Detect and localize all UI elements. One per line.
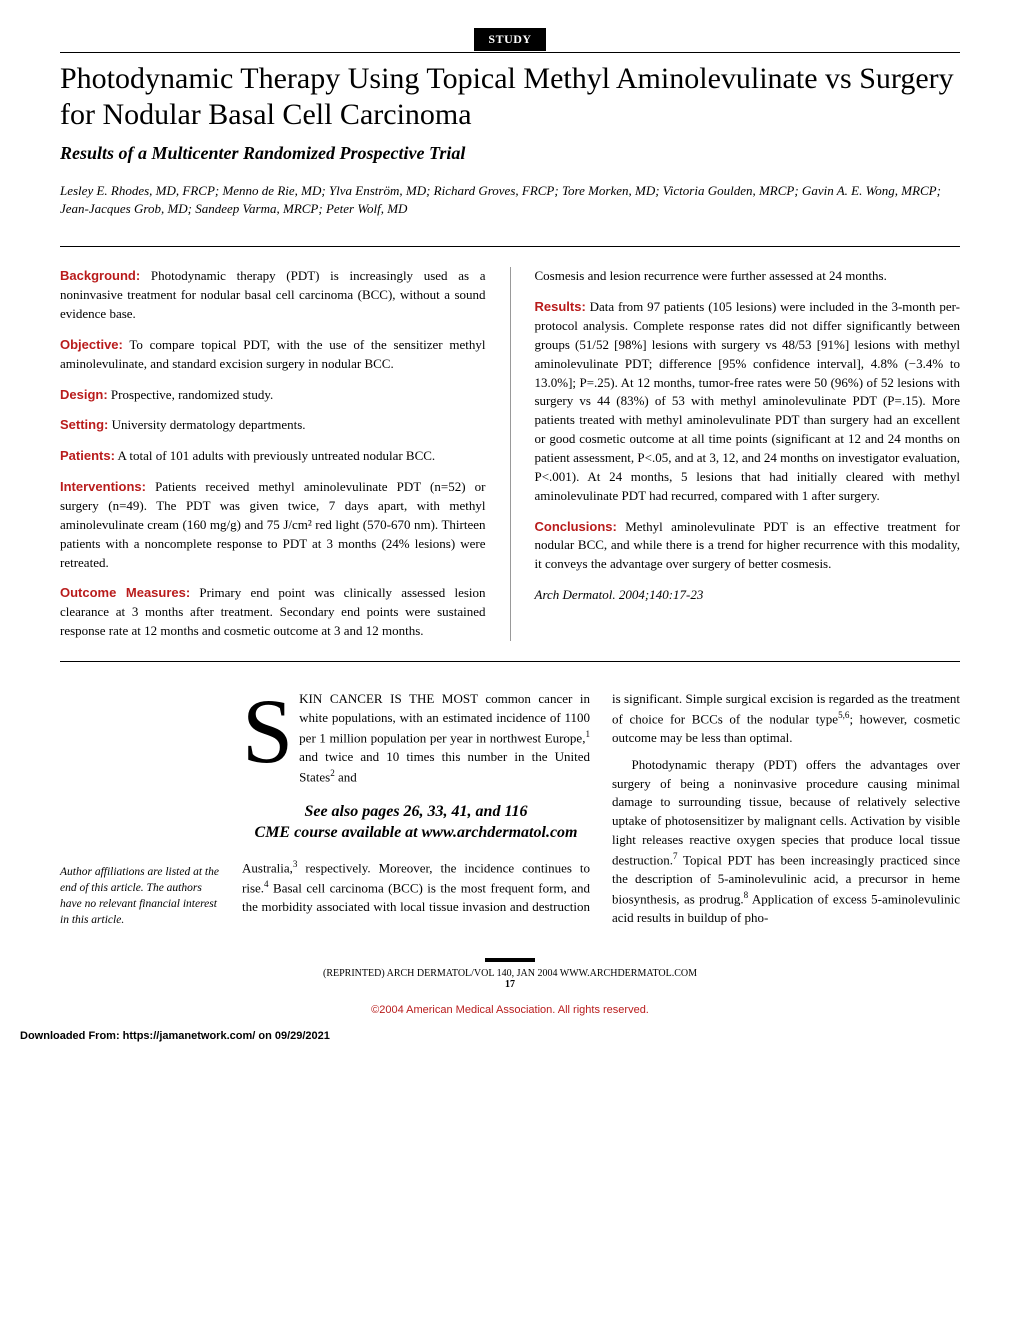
label-objective: Objective: xyxy=(60,337,123,352)
label-patients: Patients: xyxy=(60,448,115,463)
body-p2a: Australia, xyxy=(242,860,293,875)
body-p1a: KIN CANCER IS THE MOST common cancer in … xyxy=(299,691,590,745)
article-subtitle: Results of a Multicenter Randomized Pros… xyxy=(60,143,960,164)
page-number: 17 xyxy=(60,979,960,990)
footer-rule xyxy=(485,958,535,962)
author-list: Lesley E. Rhodes, MD, FRCP; Menno de Rie… xyxy=(60,182,960,218)
see-also-callout: See also pages 26, 33, 41, and 116 CME c… xyxy=(242,801,590,844)
label-setting: Setting: xyxy=(60,417,108,432)
abstract-divider xyxy=(510,267,511,641)
abstract-box: Background: Photodynamic therapy (PDT) i… xyxy=(60,246,960,662)
label-design: Design: xyxy=(60,387,108,402)
abstract-background: Background: Photodynamic therapy (PDT) i… xyxy=(60,267,486,324)
copyright-notice: ©2004 American Medical Association. All … xyxy=(60,1004,960,1016)
ref-1: 1 xyxy=(585,729,590,739)
abstract-outcome: Outcome Measures: Primary end point was … xyxy=(60,584,486,641)
abstract-objective: Objective: To compare topical PDT, with … xyxy=(60,336,486,374)
page-footer: (REPRINTED) ARCH DERMATOL/VOL 140, JAN 2… xyxy=(60,958,960,990)
body-p4: Photodynamic therapy (PDT) offers the ad… xyxy=(612,756,960,928)
label-results: Results: xyxy=(535,299,586,314)
abstract-patients: Patients: A total of 101 adults with pre… xyxy=(60,447,486,466)
ref-56: 5,6 xyxy=(838,710,849,720)
body-p1c: and xyxy=(335,769,357,784)
abstract-design: Design: Prospective, randomized study. xyxy=(60,386,486,405)
abstract-cosmesis: Cosmesis and lesion recurrence were furt… xyxy=(535,267,961,286)
abstract-col-left: Background: Photodynamic therapy (PDT) i… xyxy=(60,267,486,641)
label-outcome: Outcome Measures: xyxy=(60,585,190,600)
article-title: Photodynamic Therapy Using Topical Methy… xyxy=(60,61,960,133)
download-stamp: Downloaded From: https://jamanetwork.com… xyxy=(20,1030,960,1042)
badge-rule: STUDY xyxy=(60,40,960,53)
abstract-citation: Arch Dermatol. 2004;140:17-23 xyxy=(535,586,961,605)
label-interventions: Interventions: xyxy=(60,479,146,494)
abstract-col-right: Cosmesis and lesion recurrence were furt… xyxy=(535,267,961,641)
dropcap: S xyxy=(242,690,299,768)
author-affiliation-note: Author affiliations are listed at the en… xyxy=(60,690,220,928)
abstract-conclusions: Conclusions: Methyl aminolevulinate PDT … xyxy=(535,518,961,575)
label-background: Background: xyxy=(60,268,140,283)
body-text-columns: S KIN CANCER IS THE MOST common cancer i… xyxy=(242,690,960,928)
abstract-results: Results: Data from 97 patients (105 lesi… xyxy=(535,298,961,505)
label-conclusions: Conclusions: xyxy=(535,519,617,534)
abstract-setting: Setting: University dermatology departme… xyxy=(60,416,486,435)
footer-line: (REPRINTED) ARCH DERMATOL/VOL 140, JAN 2… xyxy=(60,968,960,979)
study-badge: STUDY xyxy=(474,28,545,51)
abstract-interventions: Interventions: Patients received methyl … xyxy=(60,478,486,572)
body-area: Author affiliations are listed at the en… xyxy=(60,690,960,928)
